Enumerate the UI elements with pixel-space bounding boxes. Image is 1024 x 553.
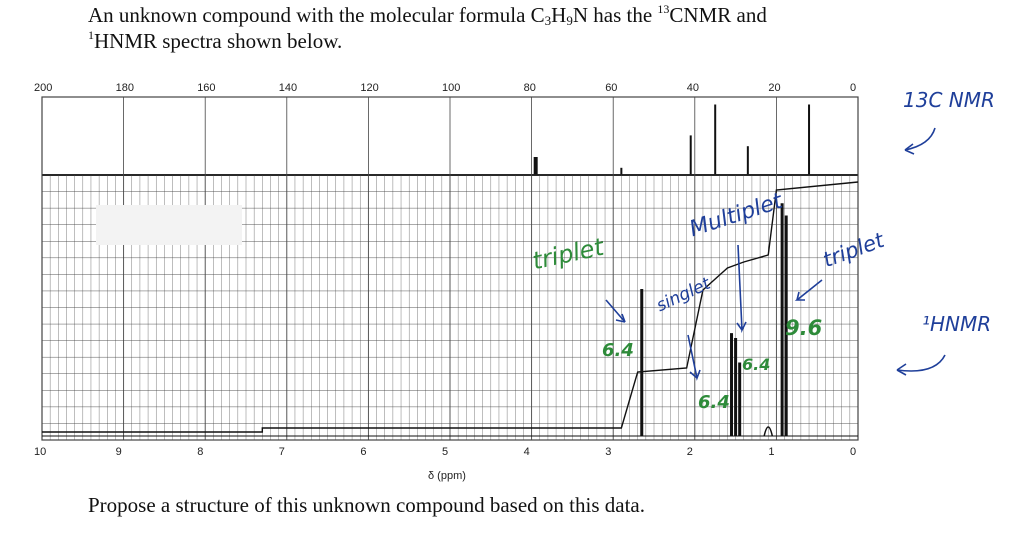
question-footer: Propose a structure of this unknown comp… — [88, 493, 645, 517]
c13-superscript: 13 — [657, 2, 670, 16]
h1-tick-label: 5 — [442, 446, 449, 458]
cnmr-text: CNMR and — [669, 3, 767, 27]
c13-tick-label: 160 — [197, 82, 216, 94]
annotation-arrow — [687, 334, 701, 381]
c13-tick-label: 20 — [768, 82, 781, 94]
c13-tick-label: 100 — [442, 82, 461, 94]
h1-tick-label: 2 — [686, 446, 693, 458]
annotation-arrow — [736, 244, 747, 334]
annotation-arrow — [904, 143, 915, 155]
h1-tick-label: 10 — [34, 446, 47, 458]
has-the-text: has the — [588, 3, 658, 27]
annotation-arrow — [605, 299, 626, 323]
c13-tick-label: 180 — [115, 82, 134, 94]
h1-tick-label: 7 — [278, 446, 285, 458]
annotation-arrow — [904, 127, 936, 151]
c13-tick-label: 140 — [278, 82, 298, 94]
c13-tick-label: 120 — [360, 82, 379, 94]
h1-tick-label: 3 — [605, 446, 612, 458]
h1-integration-curve — [42, 181, 859, 433]
h1-tick-label: 0 — [850, 446, 857, 458]
h1-tick-label: 4 — [523, 446, 530, 458]
redacted-box — [96, 205, 242, 245]
integral-label-3: 6.4 — [742, 355, 771, 374]
integral-label-1: 6.4 — [602, 340, 634, 361]
formula-n: N — [572, 3, 589, 27]
hnmr-text: HNMR spectra shown below. — [94, 29, 343, 53]
h1-tick-label: 8 — [197, 446, 204, 458]
question-intro: An unknown compound with the molecular f… — [88, 2, 968, 54]
c13-tick-label: 40 — [686, 82, 700, 94]
annotation-arrow — [794, 279, 823, 301]
c13-tick-label: 80 — [523, 82, 536, 94]
c13-tick-label: 0 — [850, 82, 857, 94]
h1-tick-label: 6 — [360, 446, 367, 458]
h1-nh-broad-peak — [763, 426, 774, 437]
h1-tick-label: 1 — [768, 446, 775, 458]
formula-c-count: 3 — [544, 13, 552, 28]
c13-solvent-peak — [533, 157, 538, 175]
formula-h: H — [551, 3, 567, 27]
annotation-arrow — [896, 354, 946, 372]
h1-superscript: 1 — [88, 28, 94, 42]
x-axis-unit-label: δ (ppm) — [428, 470, 466, 482]
c13-tick-label: 200 — [34, 82, 53, 94]
c13-nmr-annotation: 13C NMR — [903, 88, 995, 112]
integral-label-2: 6.4 — [698, 392, 730, 413]
h1-tick-label: 9 — [115, 446, 122, 458]
intro-text: An unknown compound with the molecular f… — [88, 3, 545, 27]
formula-h-count: 9 — [566, 13, 573, 28]
integral-label-4: 9.6 — [785, 316, 823, 340]
h1-nmr-annotation: ¹HNMR — [922, 312, 992, 336]
annotation-arrow — [896, 363, 907, 376]
c13-tick-label: 60 — [605, 82, 618, 94]
